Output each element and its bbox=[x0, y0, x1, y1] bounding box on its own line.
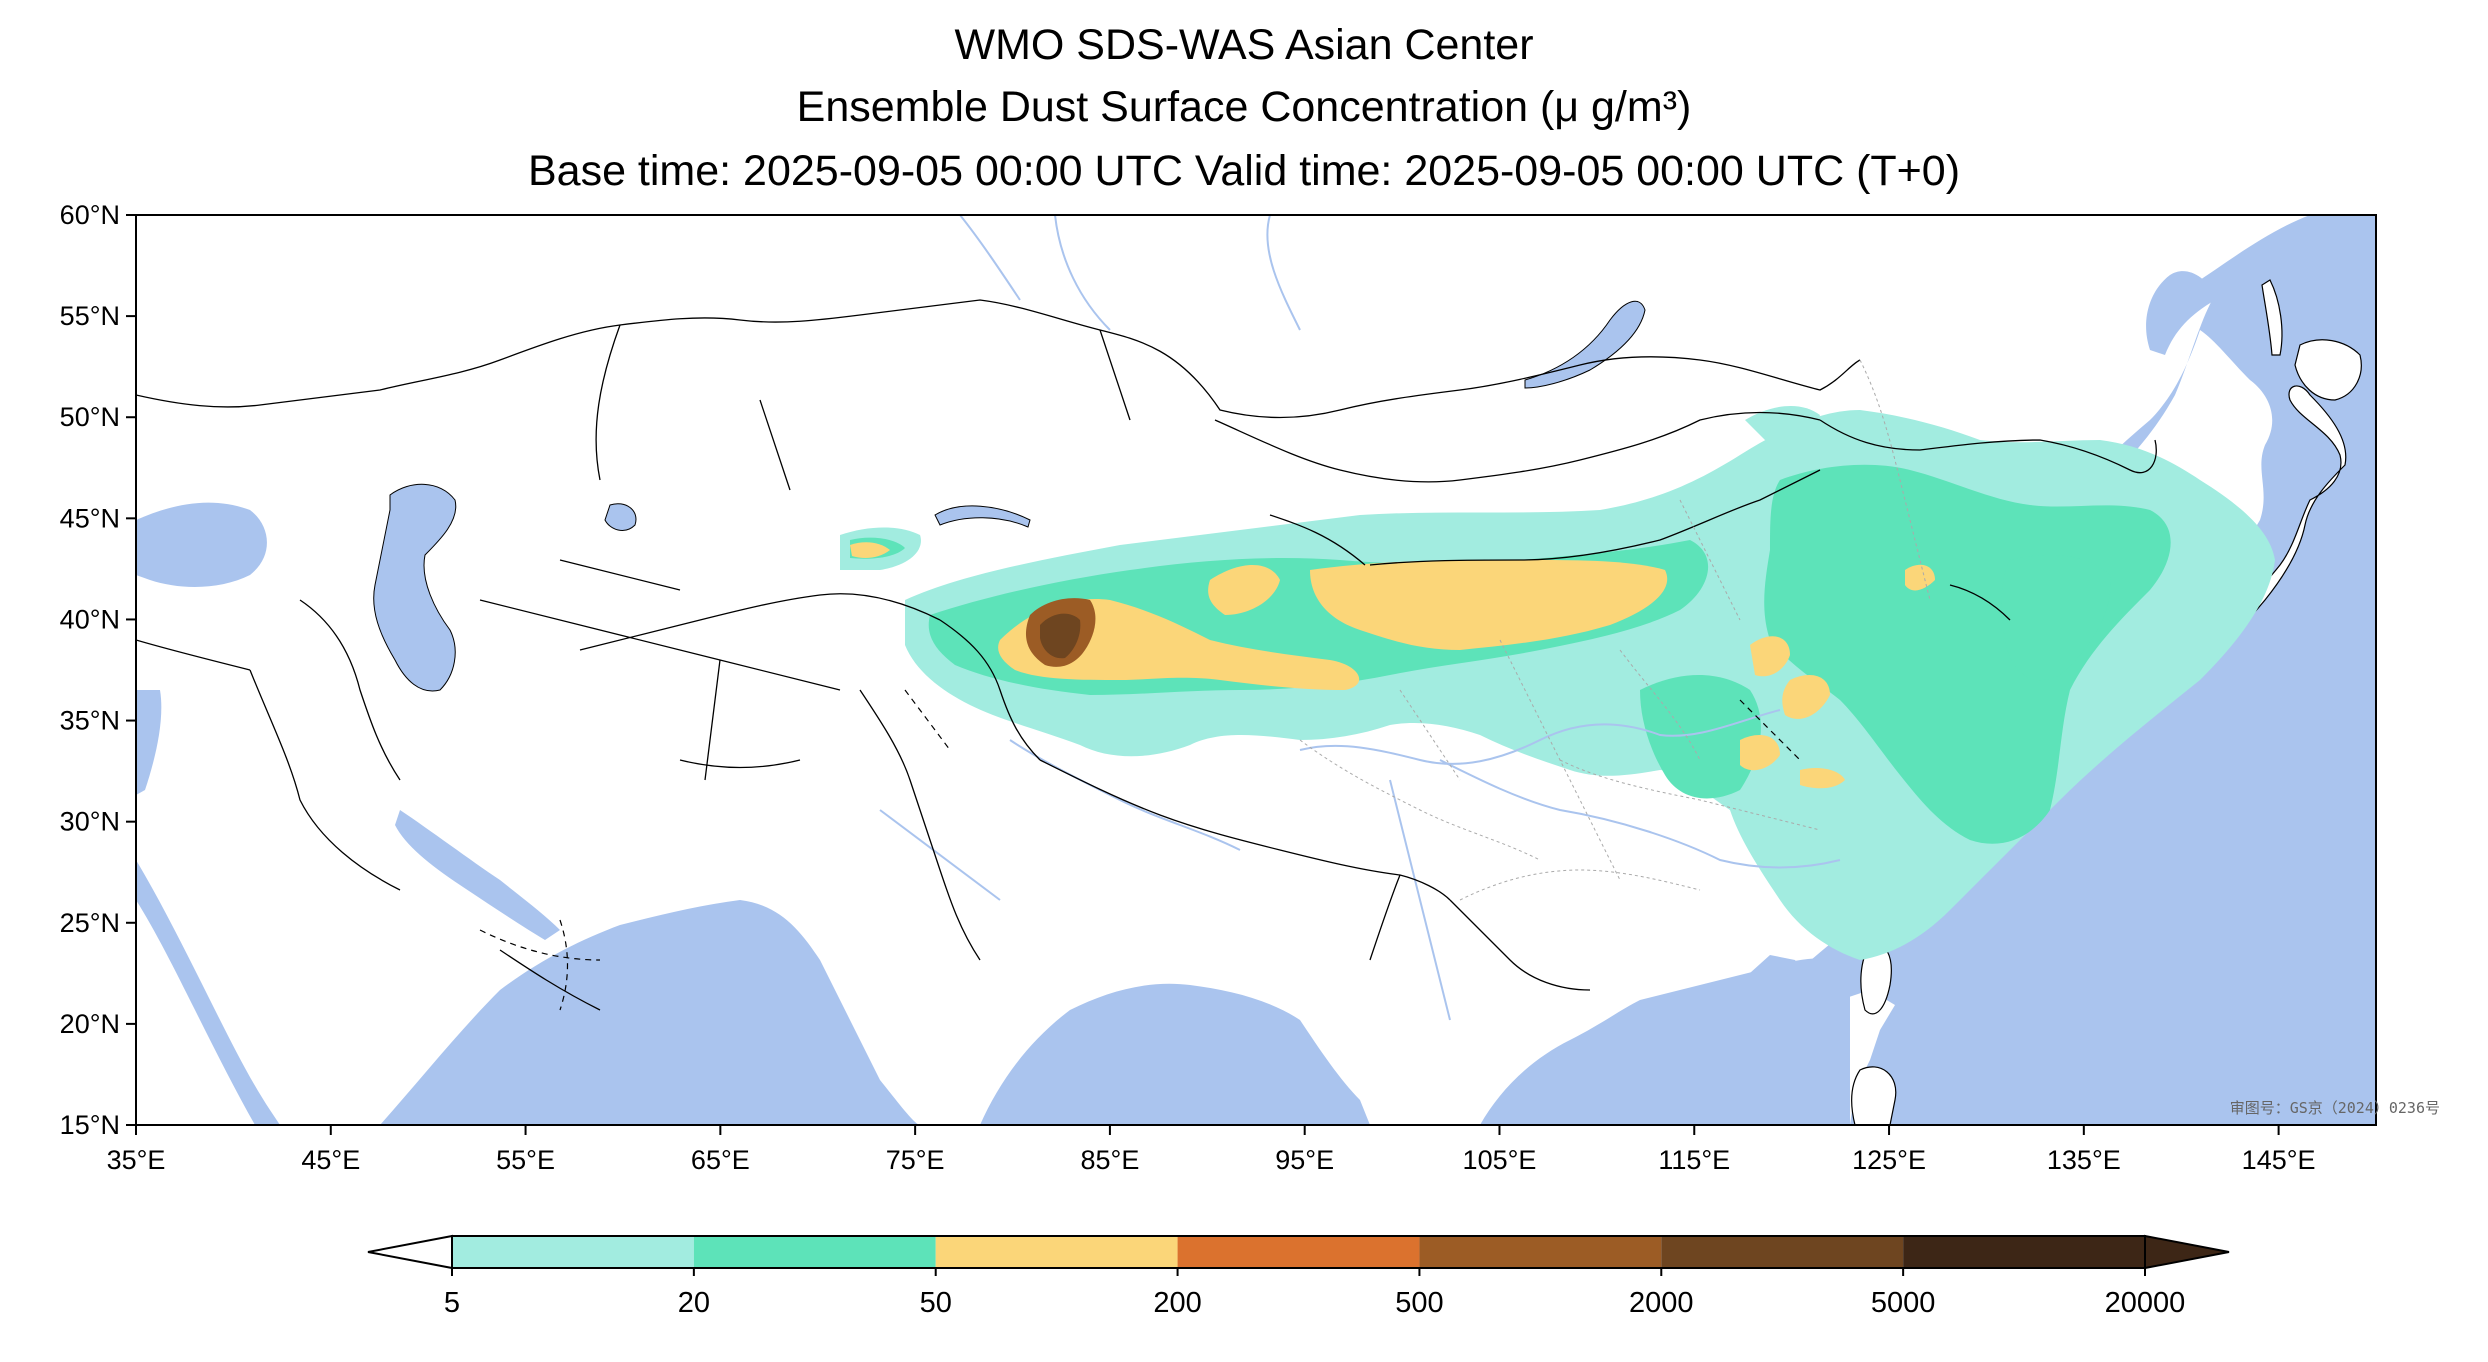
colorbar-bin bbox=[693, 1236, 936, 1268]
colorbar-bin bbox=[935, 1236, 1178, 1268]
colorbar-tick-label: 2000 bbox=[1629, 1287, 1694, 1319]
country-borders bbox=[136, 299, 2157, 1011]
colorbar-tick-label: 5000 bbox=[1871, 1287, 1936, 1319]
title-line-3: Base time: 2025-09-05 00:00 UTC Valid ti… bbox=[527, 147, 1961, 195]
map-frame bbox=[135, 214, 2377, 1126]
luzon bbox=[1851, 1066, 1897, 1125]
lon-tick-label: 125°E bbox=[1852, 1145, 1926, 1175]
indian-ocean bbox=[380, 900, 920, 1125]
lon-tick-label: 65°E bbox=[691, 1145, 750, 1175]
black-sea bbox=[136, 502, 267, 587]
lat-tick-label: 25°N bbox=[60, 908, 120, 938]
colorbar-tick-label: 20 bbox=[678, 1287, 710, 1319]
title-line-2: Ensemble Dust Surface Concentration (μ g… bbox=[796, 83, 1692, 131]
map-area bbox=[136, 215, 2376, 1125]
longitude-axis: 35°E 45°E 55°E 65°E 75°E 85°E 95°E 105°E 115°E 12… bbox=[107, 1125, 2316, 1175]
colorbar-extend-min bbox=[367, 1234, 453, 1270]
mediterranean bbox=[136, 690, 162, 795]
disputed-borders bbox=[479, 689, 1801, 1011]
sakhalin bbox=[2261, 279, 2283, 356]
colorbar-frame bbox=[451, 1235, 2146, 1269]
colorbar-extend-max bbox=[2144, 1234, 2230, 1270]
lat-tick-label: 45°N bbox=[60, 503, 120, 533]
dust-field-2000-5000 bbox=[1025, 598, 1096, 667]
approval-number: 审图号：GS京（2024）0236号 bbox=[2230, 1099, 2440, 1117]
red-sea bbox=[136, 860, 280, 1125]
colorbar-tick-label: 5 bbox=[444, 1287, 460, 1319]
colorbar-bin bbox=[1177, 1236, 1420, 1268]
lat-tick-label: 40°N bbox=[60, 604, 120, 634]
lon-tick-label: 105°E bbox=[1463, 1145, 1537, 1175]
south-china-sea bbox=[1480, 958, 1850, 1125]
aral-sea bbox=[604, 503, 637, 531]
lat-tick-label: 60°N bbox=[60, 200, 120, 230]
lon-tick-label: 75°E bbox=[886, 1145, 945, 1175]
colorbar-tick-label: 500 bbox=[1395, 1287, 1443, 1319]
lon-tick-label: 85°E bbox=[1080, 1145, 1139, 1175]
lat-tick-label: 30°N bbox=[60, 807, 120, 837]
province-borders bbox=[1299, 359, 1931, 901]
lon-tick-label: 95°E bbox=[1275, 1145, 1334, 1175]
colorbar: 5 20 50 200 500 2000 5000 20000 bbox=[367, 1234, 2230, 1319]
colorbar-tick-label: 50 bbox=[920, 1287, 952, 1319]
latitude-axis: 60°N 55°N 50°N 45°N 40°N 35°N 30°N 25°N 20°N 15°N bbox=[60, 200, 136, 1140]
lon-tick-label: 45°E bbox=[301, 1145, 360, 1175]
lon-tick-label: 35°E bbox=[107, 1145, 166, 1175]
lat-tick-label: 35°N bbox=[60, 706, 120, 736]
lat-tick-label: 55°N bbox=[60, 301, 120, 331]
caspian-sea bbox=[373, 483, 457, 692]
colorbar-bin bbox=[1419, 1236, 1662, 1268]
lon-tick-label: 145°E bbox=[2242, 1145, 2316, 1175]
title-line-1: WMO SDS-WAS Asian Center bbox=[954, 21, 1534, 69]
colorbar-bin bbox=[1661, 1236, 1904, 1268]
lake-baikal bbox=[1524, 300, 1646, 389]
rivers bbox=[879, 215, 1841, 1021]
lat-tick-label: 20°N bbox=[60, 1009, 120, 1039]
colorbar-bin bbox=[452, 1236, 694, 1268]
lat-tick-label: 50°N bbox=[60, 402, 120, 432]
colorbar-tick-label: 200 bbox=[1153, 1287, 1201, 1319]
colorbar-bin bbox=[1903, 1236, 2145, 1268]
lake-balkhash bbox=[934, 505, 1031, 528]
lon-tick-label: 135°E bbox=[2047, 1145, 2121, 1175]
lon-tick-label: 55°E bbox=[496, 1145, 555, 1175]
lat-tick-label: 15°N bbox=[60, 1110, 120, 1140]
lon-tick-label: 115°E bbox=[1658, 1145, 1730, 1175]
colorbar-tick-label: 20000 bbox=[2105, 1287, 2186, 1319]
hokkaido bbox=[2294, 339, 2362, 401]
persian-gulf bbox=[395, 810, 560, 940]
bay-of-bengal bbox=[980, 983, 1370, 1125]
